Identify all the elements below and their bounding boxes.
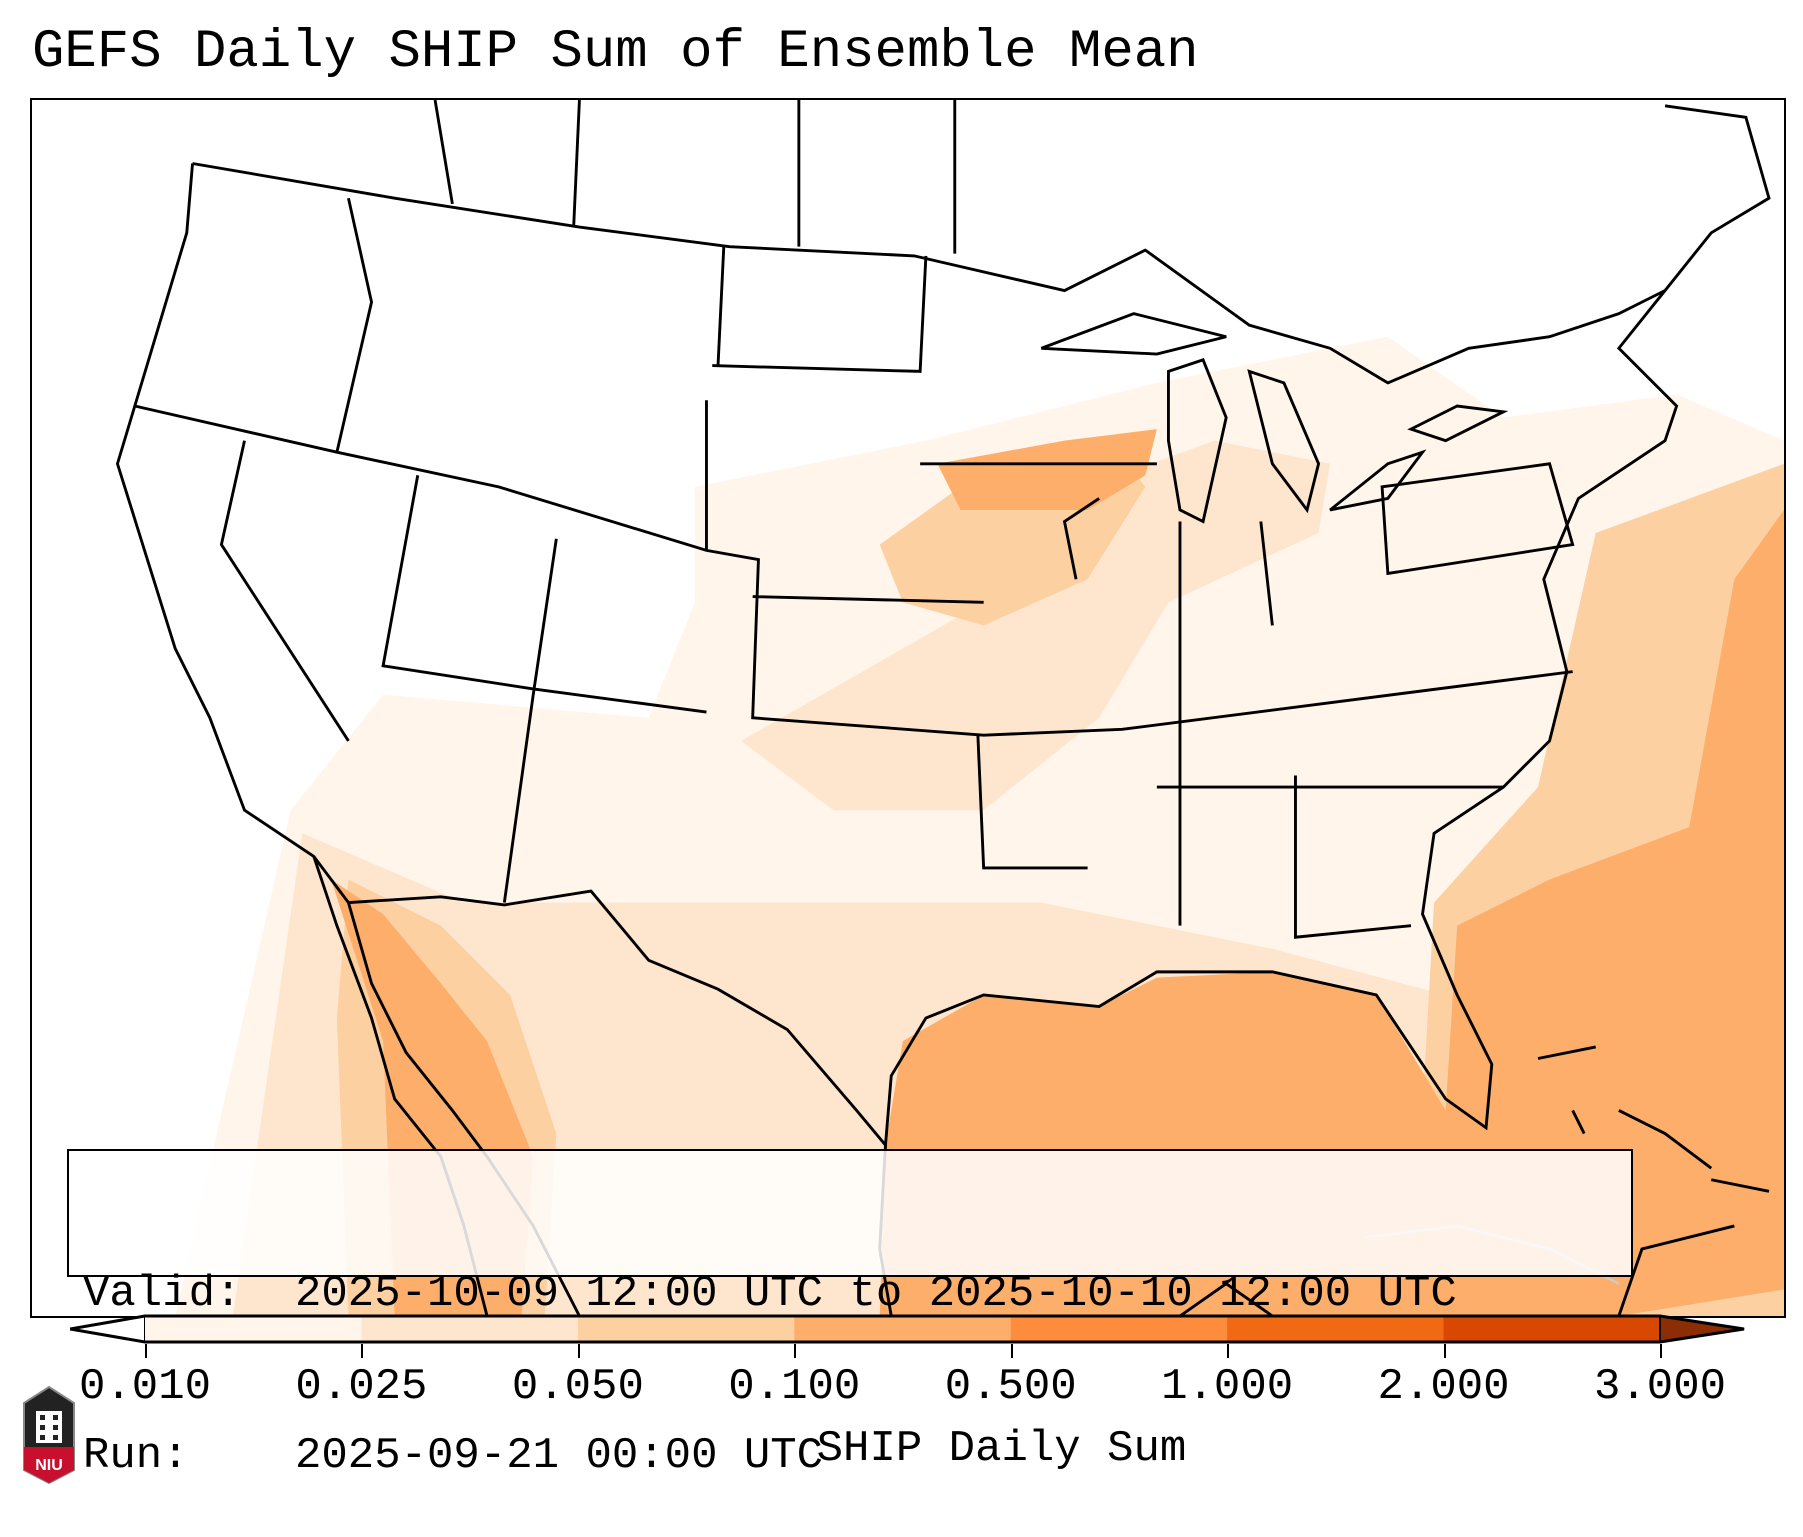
- colorbar-tick-label: 0.500: [944, 1362, 1077, 1412]
- colorbar-label: SHIP Daily Sum: [816, 1424, 1187, 1474]
- info-box: Valid: 2025-10-09 12:00 UTC to 2025-10-10…: [67, 1149, 1633, 1481]
- colorbar-tick-label: 3.000: [1593, 1362, 1727, 1412]
- colorbar-segment: [577, 1316, 795, 1342]
- colorbar-tick: [577, 1344, 580, 1358]
- colorbar-segment: [145, 1316, 362, 1342]
- canada-border: [192, 162, 1666, 385]
- valid-row: Valid: 2025-10-09 12:00 UTC to 2025-10-10…: [83, 1267, 1617, 1321]
- valid-value: 2025-10-09 12:00 UTC to 2025-10-10 12:00…: [295, 1269, 1457, 1319]
- colorbar-tick: [1227, 1344, 1230, 1358]
- colorbar-tick-label: 0.050: [511, 1362, 644, 1412]
- colorbar-tick: [1443, 1344, 1446, 1358]
- colorbar-tick-label: 1.000: [1161, 1362, 1294, 1412]
- svg-text:NIU: NIU: [35, 1457, 63, 1474]
- colorbar-segment: [1443, 1316, 1661, 1342]
- colorbar-tick: [361, 1344, 364, 1358]
- colorbar-outline: [70, 1314, 1745, 1344]
- colorbar-segment: [1227, 1316, 1445, 1342]
- colorbar-tick-label: 2.000: [1377, 1362, 1510, 1412]
- colorbar-under-extension: [70, 1314, 146, 1344]
- run-row: Run: 2025-09-21 00:00 UTC: [83, 1429, 1617, 1483]
- map-svg: [115, 100, 1784, 1316]
- great-lakes: [1040, 312, 1509, 524]
- colorbar-tick: [145, 1344, 147, 1358]
- shade-level-4: [937, 429, 1157, 510]
- colorbar-segment: [794, 1316, 1012, 1342]
- caribbean-islands: [1537, 1045, 1770, 1193]
- run-label: Run:: [83, 1431, 189, 1481]
- state-lines: [134, 100, 1575, 939]
- colorbar: [70, 1314, 1745, 1344]
- run-value: 2025-09-21 00:00 UTC: [295, 1431, 824, 1481]
- coastlines-and-borders: [115, 100, 1771, 1316]
- colorbar-segment: [1010, 1316, 1228, 1342]
- colorbar-over-extension: [1659, 1314, 1745, 1344]
- colorbar-segment: [361, 1316, 579, 1342]
- chart-title: GEFS Daily SHIP Sum of Ensemble Mean: [32, 22, 1199, 83]
- colorbar-tick-label: 0.010: [78, 1362, 212, 1412]
- shade-level-2: [741, 440, 1331, 811]
- colorbar-tick: [1660, 1344, 1662, 1358]
- us-outline: [115, 104, 1771, 1149]
- colorbar-tick-label: 0.025: [295, 1362, 428, 1412]
- colorbar-tick: [794, 1344, 797, 1358]
- colorbar-tick-label: 0.100: [728, 1362, 861, 1412]
- colorbar-tick: [1010, 1344, 1013, 1358]
- valid-label: Valid:: [83, 1269, 242, 1319]
- map-panel: [30, 98, 1786, 1318]
- niu-logo: NIU: [23, 1385, 75, 1485]
- shade-level-4: [1688, 509, 1784, 834]
